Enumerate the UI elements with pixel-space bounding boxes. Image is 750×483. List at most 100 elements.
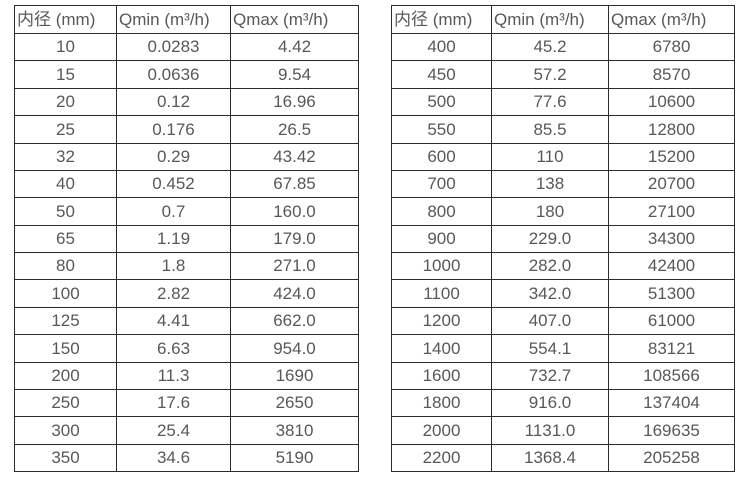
flow-spec-table-small-diameters: 内径 (mm) Qmin (m³/h) Qmax (m³/h) 10 0.0283 4.…: [14, 5, 359, 473]
table-cell: 40: [14, 169, 117, 199]
table-cell: 0.176: [116, 115, 231, 144]
table-cell: 160.0: [230, 197, 359, 226]
table-cell: 0.12: [116, 87, 231, 117]
table-cell: 500: [391, 87, 492, 117]
table-cell: 550: [391, 115, 492, 144]
table-cell: 110: [491, 142, 609, 171]
table-cell: 85.5: [491, 115, 609, 144]
table-cell: 25: [14, 115, 117, 144]
table-cell: 12800: [608, 115, 735, 144]
table-row: 900 229.0 34300: [391, 224, 735, 254]
table-cell: 57.2: [491, 60, 609, 89]
table-cell: 179.0: [230, 224, 359, 254]
table-row: 32 0.29 43.42: [14, 142, 359, 171]
table-cell: 17.6: [116, 388, 231, 418]
flow-spec-table-large-diameters: 内径 (mm) Qmin (m³/h) Qmax (m³/h) 400 45.2 678…: [391, 5, 735, 473]
table-cell: 0.452: [116, 169, 231, 199]
table-cell: 2000: [391, 416, 492, 445]
column-header: 内径 (mm): [391, 5, 492, 34]
table-cell: 42400: [608, 251, 735, 281]
table-row: 700 138 20700: [391, 169, 735, 199]
table-row: 550 85.5 12800: [391, 115, 735, 144]
table-cell: 916.0: [491, 388, 609, 418]
table-cell: 1200: [391, 306, 492, 336]
table-cell: 51300: [608, 279, 735, 308]
table-cell: 1368.4: [491, 443, 609, 473]
table-cell: 83121: [608, 334, 735, 363]
table-cell: 108566: [608, 361, 735, 390]
table-row: 2000 1131.0 169635: [391, 416, 735, 445]
table-row: 200 11.3 1690: [14, 361, 359, 390]
table-cell: 65: [14, 224, 117, 254]
table-cell: 6780: [608, 32, 735, 62]
table-cell: 150: [14, 334, 117, 363]
table-cell: 0.29: [116, 142, 231, 171]
table-cell: 1800: [391, 388, 492, 418]
table-cell: 16.96: [230, 87, 359, 117]
table-row: 500 77.6 10600: [391, 87, 735, 117]
table-cell: 3810: [230, 416, 359, 445]
table-cell: 1100: [391, 279, 492, 308]
table-cell: 169635: [608, 416, 735, 445]
table-cell: 250: [14, 388, 117, 418]
table-cell: 5190: [230, 443, 359, 473]
table-cell: 100: [14, 279, 117, 308]
table-cell: 20700: [608, 169, 735, 199]
table-cell: 400: [391, 32, 492, 62]
table-cell: 26.5: [230, 115, 359, 144]
table-cell: 50: [14, 197, 117, 226]
table-cell: 900: [391, 224, 492, 254]
table-cell: 32: [14, 142, 117, 171]
table-cell: 15: [14, 60, 117, 89]
table-cell: 1000: [391, 251, 492, 281]
table-cell: 138: [491, 169, 609, 199]
table-cell: 954.0: [230, 334, 359, 363]
table-cell: 732.7: [491, 361, 609, 390]
table-cell: 1600: [391, 361, 492, 390]
table-cell: 0.0283: [116, 32, 231, 62]
table-row: 10 0.0283 4.42: [14, 32, 359, 62]
table-row: 1800 916.0 137404: [391, 388, 735, 418]
table-cell: 10: [14, 32, 117, 62]
column-header: Qmax (m³/h): [608, 5, 735, 34]
table-row: 50 0.7 160.0: [14, 197, 359, 226]
table-cell: 137404: [608, 388, 735, 418]
table-cell: 350: [14, 443, 117, 473]
table-cell: 80: [14, 251, 117, 281]
table-cell: 1131.0: [491, 416, 609, 445]
table-row: 15 0.0636 9.54: [14, 60, 359, 89]
table-cell: 1.19: [116, 224, 231, 254]
table-cell: 10600: [608, 87, 735, 117]
table-cell: 27100: [608, 197, 735, 226]
table-row: 600 110 15200: [391, 142, 735, 171]
table-cell: 424.0: [230, 279, 359, 308]
table-cell: 600: [391, 142, 492, 171]
table-row: 150 6.63 954.0: [14, 334, 359, 363]
table-cell: 6.63: [116, 334, 231, 363]
table-cell: 229.0: [491, 224, 609, 254]
table-cell: 282.0: [491, 251, 609, 281]
table-cell: 205258: [608, 443, 735, 473]
column-header: 内径 (mm): [14, 5, 117, 34]
table-cell: 0.7: [116, 197, 231, 226]
table-row: 65 1.19 179.0: [14, 224, 359, 254]
table-cell: 662.0: [230, 306, 359, 336]
table-cell: 271.0: [230, 251, 359, 281]
table-row: 1100 342.0 51300: [391, 279, 735, 308]
table-row: 20 0.12 16.96: [14, 87, 359, 117]
table-row: 800 180 27100: [391, 197, 735, 226]
table-cell: 4.41: [116, 306, 231, 336]
table-row: 250 17.6 2650: [14, 388, 359, 418]
table-row: 350 34.6 5190: [14, 443, 359, 473]
table-row: 25 0.176 26.5: [14, 115, 359, 144]
header-row: 内径 (mm) Qmin (m³/h) Qmax (m³/h): [391, 5, 735, 34]
column-header: Qmax (m³/h): [230, 5, 359, 34]
flow-spec-tables-page: 内径 (mm) Qmin (m³/h) Qmax (m³/h) 10 0.0283 4.…: [14, 5, 735, 473]
table-cell: 4.42: [230, 32, 359, 62]
table-cell: 2200: [391, 443, 492, 473]
table-row: 450 57.2 8570: [391, 60, 735, 89]
table-cell: 61000: [608, 306, 735, 336]
table-cell: 15200: [608, 142, 735, 171]
table-cell: 0.0636: [116, 60, 231, 89]
table-cell: 8570: [608, 60, 735, 89]
